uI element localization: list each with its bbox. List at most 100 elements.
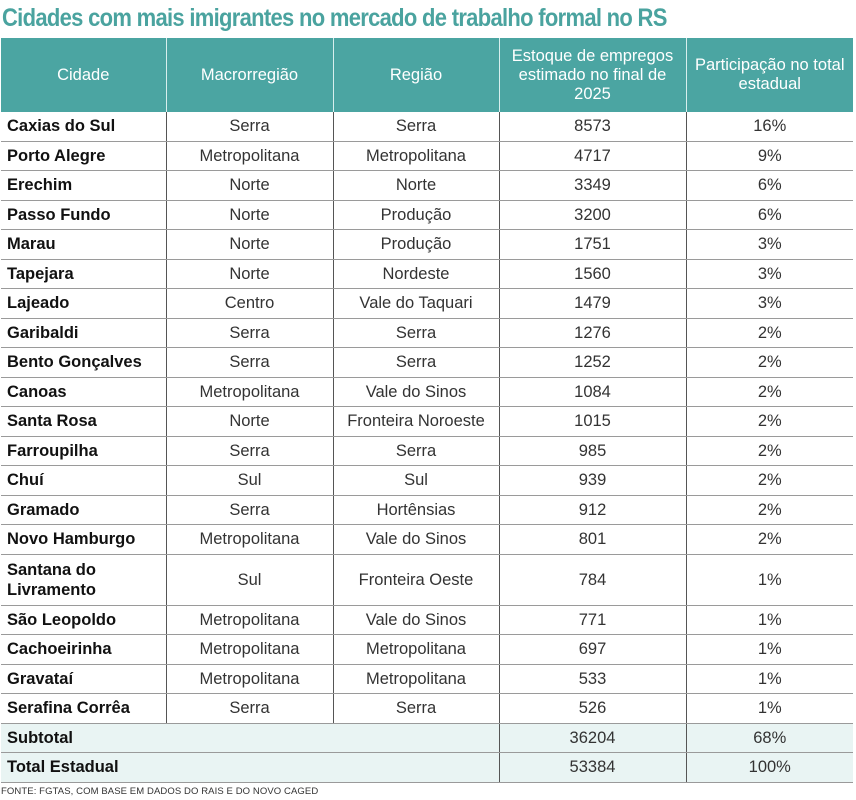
macroregion-cell: Metropolitana bbox=[165, 634, 333, 665]
city-cell: Canoas bbox=[1, 377, 166, 407]
macroregion-cell: Norte bbox=[165, 200, 333, 230]
region-cell: Vale do Taquari bbox=[332, 288, 499, 319]
jobs-cell: 526 bbox=[498, 693, 686, 724]
share-cell: 3% bbox=[685, 288, 853, 319]
city-cell: Garibaldi bbox=[1, 318, 166, 348]
city-cell: Cachoeirinha bbox=[1, 634, 166, 665]
total-empty-cell bbox=[333, 752, 499, 783]
city-cell: Santana do Livramento bbox=[1, 554, 166, 606]
total-share: 100% bbox=[685, 752, 853, 783]
immigrants-table: Cidade Macrorregião Região Estoque de em… bbox=[1, 38, 853, 783]
city-cell: Bento Gonçalves bbox=[1, 347, 166, 378]
region-cell: Produção bbox=[332, 200, 499, 230]
region-cell: Serra bbox=[332, 318, 499, 348]
macroregion-cell: Serra bbox=[165, 347, 333, 378]
city-cell: São Leopoldo bbox=[1, 605, 166, 635]
jobs-cell: 1252 bbox=[498, 347, 686, 378]
table-header-row: Cidade Macrorregião Região Estoque de em… bbox=[1, 38, 853, 112]
jobs-cell: 697 bbox=[498, 634, 686, 665]
table-row: Farroupilha Serra Serra 985 2% bbox=[1, 436, 853, 466]
subtotal-empty-cell bbox=[333, 723, 499, 753]
subtotal-row: Subtotal 36204 68% bbox=[1, 723, 853, 753]
source-note: FONTE: FGTAS, COM BASE EM DADOS DO RAIS … bbox=[1, 786, 319, 797]
region-cell: Metropolitana bbox=[332, 634, 499, 665]
region-cell: Serra bbox=[332, 347, 499, 378]
share-cell: 9% bbox=[685, 141, 853, 171]
table-row: Canoas Metropolitana Vale do Sinos 1084 2% bbox=[1, 377, 853, 407]
region-cell: Norte bbox=[332, 170, 499, 201]
region-cell: Sul bbox=[332, 465, 499, 496]
share-cell: 3% bbox=[685, 229, 853, 260]
share-cell: 2% bbox=[685, 436, 853, 466]
header-macroregion: Macrorregião bbox=[165, 38, 334, 112]
city-cell: Marau bbox=[1, 229, 166, 260]
table-row: Chuí Sul Sul 939 2% bbox=[1, 465, 853, 496]
share-cell: 6% bbox=[685, 200, 853, 230]
share-cell: 2% bbox=[685, 406, 853, 437]
jobs-cell: 985 bbox=[498, 436, 686, 466]
share-cell: 2% bbox=[685, 318, 853, 348]
table-row: Caxias do Sul Serra Serra 8573 16% bbox=[1, 112, 853, 142]
share-cell: 2% bbox=[685, 495, 853, 525]
jobs-cell: 4717 bbox=[498, 141, 686, 171]
jobs-cell: 3349 bbox=[498, 170, 686, 201]
total-row: Total Estadual 53384 100% bbox=[1, 752, 853, 783]
page-title: Cidades com mais imigrantes no mercado d… bbox=[2, 4, 667, 32]
jobs-cell: 939 bbox=[498, 465, 686, 496]
table-row: Garibaldi Serra Serra 1276 2% bbox=[1, 318, 853, 348]
macroregion-cell: Sul bbox=[165, 465, 333, 496]
city-cell: Gravataí bbox=[1, 664, 166, 694]
subtotal-label: Subtotal bbox=[1, 723, 166, 753]
table-row: Porto Alegre Metropolitana Metropolitana 47… bbox=[1, 141, 853, 171]
share-cell: 1% bbox=[685, 693, 853, 724]
macroregion-cell: Norte bbox=[165, 259, 333, 289]
region-cell: Vale do Sinos bbox=[332, 377, 499, 407]
subtotal-jobs: 36204 bbox=[498, 723, 686, 753]
share-cell: 3% bbox=[685, 259, 853, 289]
table-row: Cachoeirinha Metropolitana Metropolitana 69… bbox=[1, 634, 853, 665]
region-cell: Serra bbox=[332, 436, 499, 466]
table-row: Gramado Serra Hortênsias 912 2% bbox=[1, 495, 853, 525]
header-jobs: Estoque de empregos estimado no final de… bbox=[498, 38, 687, 112]
table-row: Santa Rosa Norte Fronteira Noroeste 1015 2% bbox=[1, 406, 853, 437]
jobs-cell: 1560 bbox=[498, 259, 686, 289]
macroregion-cell: Sul bbox=[165, 554, 333, 606]
table-row: Lajeado Centro Vale do Taquari 1479 3% bbox=[1, 288, 853, 319]
header-city: Cidade bbox=[1, 38, 167, 112]
subtotal-share: 68% bbox=[685, 723, 853, 753]
table-row: São Leopoldo Metropolitana Vale do Sinos 77… bbox=[1, 605, 853, 635]
jobs-cell: 771 bbox=[498, 605, 686, 635]
macroregion-cell: Serra bbox=[165, 112, 333, 142]
table-row: Tapejara Norte Nordeste 1560 3% bbox=[1, 259, 853, 289]
share-cell: 1% bbox=[685, 664, 853, 694]
city-cell: Tapejara bbox=[1, 259, 166, 289]
macroregion-cell: Norte bbox=[165, 406, 333, 437]
share-cell: 6% bbox=[685, 170, 853, 201]
subtotal-empty-cell bbox=[166, 723, 333, 753]
table-row: Novo Hamburgo Metropolitana Vale do Sinos 8… bbox=[1, 524, 853, 555]
table-row: Santana do Livramento Sul Fronteira Oeste 7… bbox=[1, 554, 853, 606]
region-cell: Hortênsias bbox=[332, 495, 499, 525]
region-cell: Vale do Sinos bbox=[332, 605, 499, 635]
jobs-cell: 1015 bbox=[498, 406, 686, 437]
jobs-cell: 1276 bbox=[498, 318, 686, 348]
total-empty-cell bbox=[166, 752, 333, 783]
macroregion-cell: Centro bbox=[165, 288, 333, 319]
macroregion-cell: Serra bbox=[165, 495, 333, 525]
jobs-cell: 912 bbox=[498, 495, 686, 525]
share-cell: 2% bbox=[685, 524, 853, 555]
share-cell: 1% bbox=[685, 605, 853, 635]
jobs-cell: 1751 bbox=[498, 229, 686, 260]
share-cell: 16% bbox=[685, 112, 853, 142]
region-cell: Produção bbox=[332, 229, 499, 260]
share-cell: 2% bbox=[685, 465, 853, 496]
region-cell: Metropolitana bbox=[332, 664, 499, 694]
table-row: Gravataí Metropolitana Metropolitana 533 1% bbox=[1, 664, 853, 694]
jobs-cell: 533 bbox=[498, 664, 686, 694]
macroregion-cell: Serra bbox=[165, 436, 333, 466]
table-row: Erechim Norte Norte 3349 6% bbox=[1, 170, 853, 201]
share-cell: 1% bbox=[685, 554, 853, 606]
region-cell: Vale do Sinos bbox=[332, 524, 499, 555]
table-row: Serafina Corrêa Serra Serra 526 1% bbox=[1, 693, 853, 724]
macroregion-cell: Norte bbox=[165, 229, 333, 260]
